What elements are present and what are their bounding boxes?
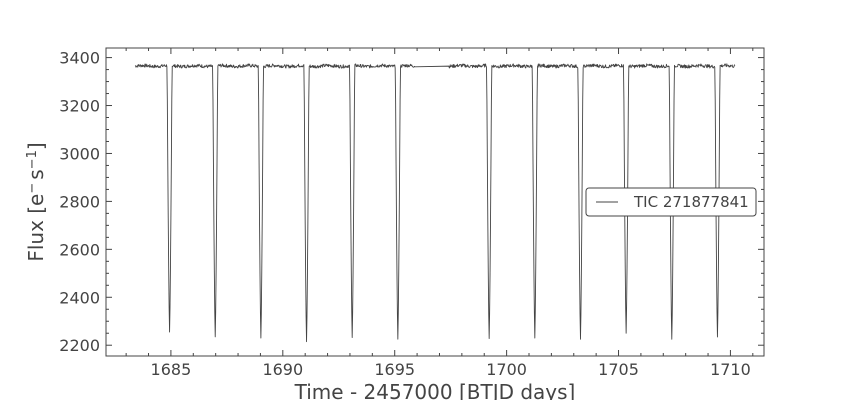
y-axis-label-end: ] [24, 142, 48, 150]
y-tick-label: 2400 [59, 288, 100, 307]
x-tick-label: 1690 [262, 360, 303, 379]
legend: TIC 271877841 [585, 187, 757, 217]
x-tick-label: 1685 [151, 360, 192, 379]
y-axis-label-mid: s [24, 169, 48, 179]
y-axis-label-sup1: − [25, 183, 40, 194]
x-axis-label: Time - 2457000 [BTJD days] [294, 380, 576, 400]
legend-box [585, 187, 757, 217]
y-axis-label: Flux [e− s−1] [24, 142, 48, 261]
y-tick-label: 3400 [59, 49, 100, 68]
ticks-layer: 1685 1690 1695 1700 1705 1710 2200 2400 2600 2800… [59, 48, 764, 379]
y-tick-label: 3000 [59, 144, 100, 163]
x-tick-label: 1710 [710, 360, 751, 379]
y-axis-label-sup2: −1 [25, 150, 40, 169]
y-tick-label: 2200 [59, 336, 100, 355]
y-axis-label-main: Flux [e [24, 194, 48, 262]
series-line [134, 63, 736, 343]
y-tick-label: 2800 [59, 192, 100, 211]
x-tick-label: 1695 [374, 360, 415, 379]
series-layer [134, 63, 736, 343]
legend-label: TIC 271877841 [633, 193, 749, 211]
y-tick-label: 2600 [59, 240, 100, 259]
x-tick-label: 1705 [598, 360, 639, 379]
x-tick-label: 1700 [486, 360, 527, 379]
plot-frame [105, 47, 765, 357]
y-tick-label: 3200 [59, 97, 100, 116]
